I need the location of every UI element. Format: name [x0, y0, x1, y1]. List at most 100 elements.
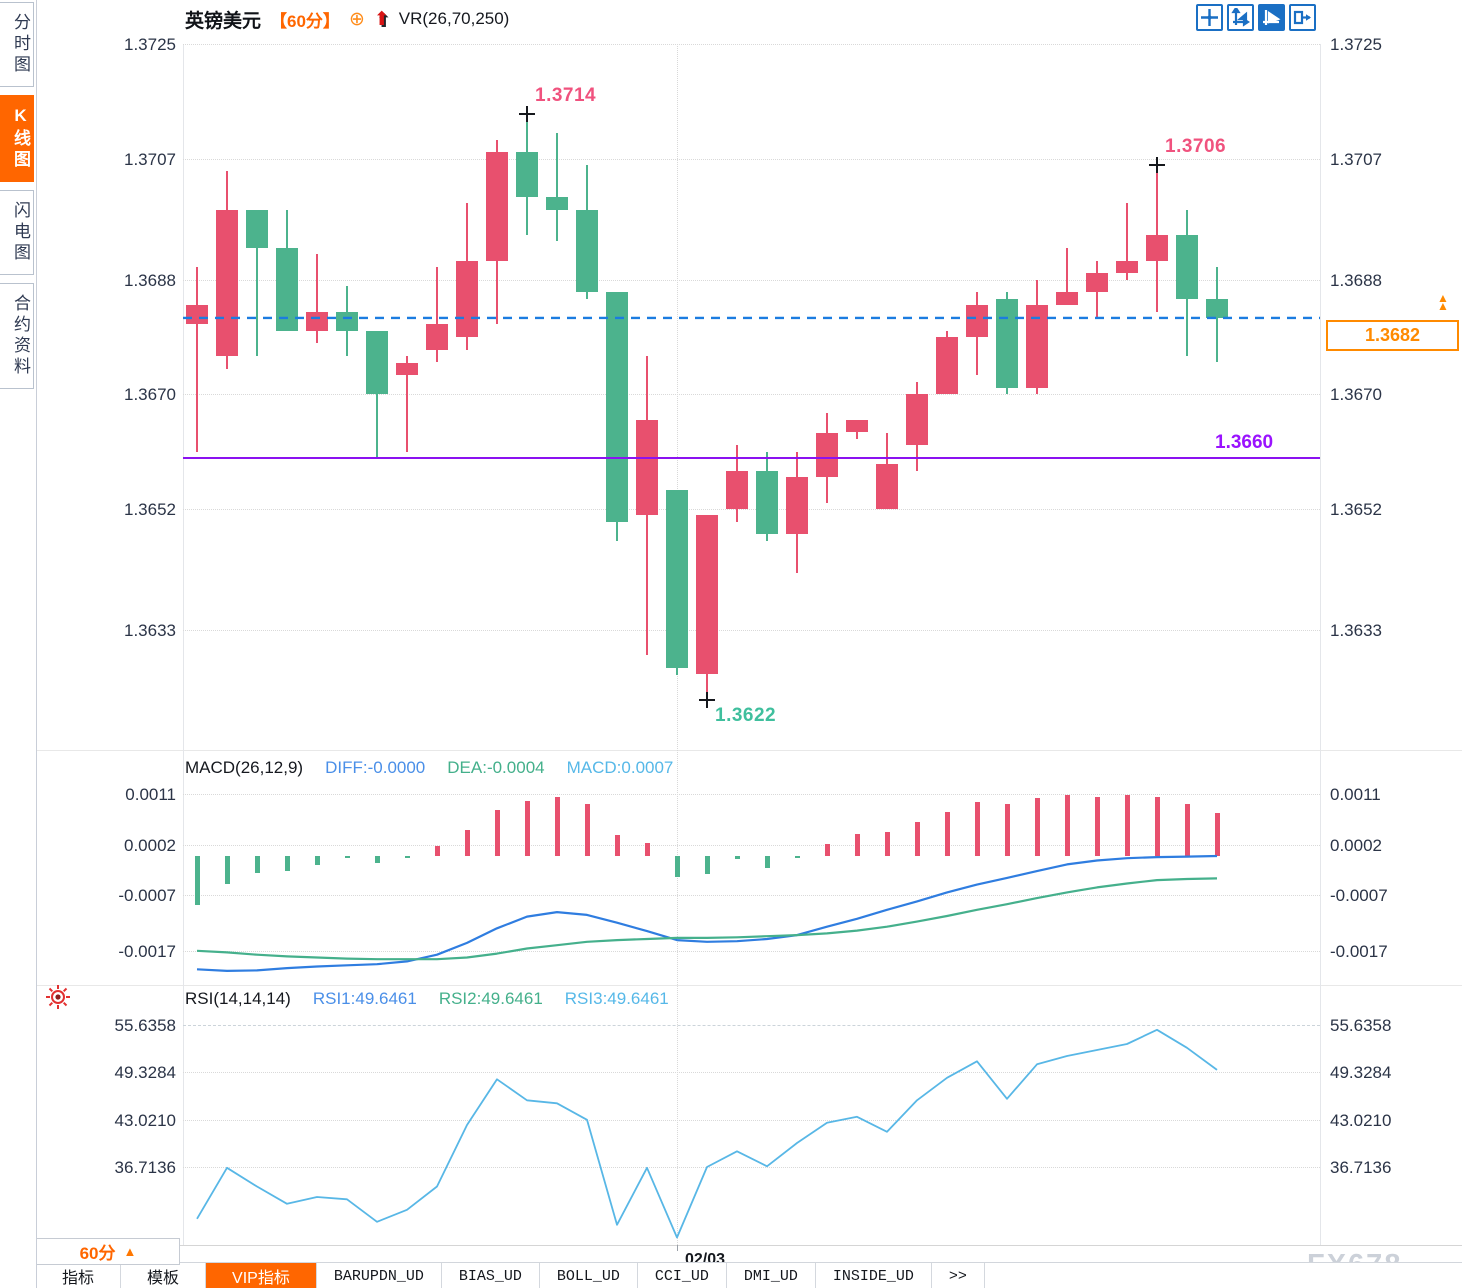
chart-toolbar: [1196, 4, 1316, 31]
macd-gridline: [183, 794, 1320, 796]
candle-body: [906, 394, 928, 446]
candle-body: [966, 305, 988, 337]
tab-inside-ud[interactable]: INSIDE_UD: [816, 1263, 932, 1288]
price-gridline: [183, 158, 1320, 160]
axis-tick-label: 43.0210: [114, 1110, 176, 1130]
indicator-settings-gear-icon[interactable]: [45, 984, 71, 1010]
macd-histogram-bar: [615, 835, 620, 856]
chart-type-sidebar: 分时图 K线图 闪电图 合约资料: [0, 0, 37, 1288]
tab-bias-ud[interactable]: BIAS_UD: [442, 1263, 540, 1288]
candle-body: [1176, 235, 1198, 299]
macd-gridline: [183, 895, 1320, 897]
candle-body: [936, 337, 958, 395]
sidebar-item-kline-chart[interactable]: K线图: [0, 95, 34, 182]
axis-tick-label: 55.6358: [114, 1016, 176, 1035]
crosshair-tool-button[interactable]: [1196, 4, 1223, 31]
axis-tick-label: 55.6358: [1330, 1016, 1392, 1035]
macd-title: MACD(26,12,9): [185, 758, 304, 777]
axis-tick-label: 1.3688: [124, 270, 176, 290]
candle-body: [516, 152, 538, 197]
price-gridline: [183, 44, 1320, 45]
axis-tick-label: 1.3707: [124, 149, 176, 169]
candle-body: [846, 419, 868, 433]
sidebar-item-flash-chart[interactable]: 闪电图: [0, 190, 34, 275]
tab-more-chevron[interactable]: >>: [932, 1263, 985, 1288]
sidebar-item-time-chart[interactable]: 分时图: [0, 2, 34, 87]
tab-templates[interactable]: 模板: [121, 1263, 207, 1288]
candle-wick: [376, 330, 378, 458]
candle-body: [366, 330, 388, 395]
axis-tick-label: 36.7136: [114, 1157, 176, 1177]
support-price-label: 1.3660: [1215, 432, 1274, 453]
macd-diff-value: DIFF:-0.0000: [325, 758, 426, 777]
macd-histogram-bar: [585, 803, 590, 856]
symbol-title: 英镑美元: [185, 10, 262, 32]
panel-separator: [36, 750, 1462, 751]
axis-tick-label: 1.3652: [124, 500, 176, 519]
candle-body: [216, 209, 238, 357]
period-quick-selector[interactable]: 60分 ▲: [36, 1238, 180, 1265]
candle-wick: [1066, 247, 1068, 306]
tab-boll-ud[interactable]: BOLL_UD: [540, 1263, 638, 1288]
candle-body: [456, 260, 478, 337]
macd-histogram-bar: [795, 856, 800, 859]
macd-histogram-bar: [1005, 803, 1010, 856]
macd-histogram-bar: [885, 832, 890, 856]
macd-histogram-bar: [675, 856, 680, 877]
macd-histogram-bar: [1215, 813, 1220, 856]
axis-tick-label: 36.7136: [1330, 1157, 1392, 1177]
tab-cci-ud[interactable]: CCI_UD: [638, 1263, 727, 1288]
macd-dea-line: [196, 877, 1218, 961]
indicator-title: VR(26,70,250): [398, 9, 510, 28]
current-price-badge: 1.3682: [1326, 319, 1459, 351]
macd-histogram-bar: [555, 796, 560, 856]
sidebar-item-contract-info[interactable]: 合约资料: [0, 283, 34, 389]
axis-line-right: [1320, 44, 1321, 1245]
indicator-tab-bar: 指标 模板 VIP指标 BARUPDN_UD BIAS_UD BOLL_UD C…: [36, 1262, 1462, 1288]
panel-separator: [178, 1245, 1462, 1246]
tab-indicators[interactable]: 指标: [36, 1263, 122, 1288]
swing-high-label: 1.3706: [1165, 136, 1227, 157]
axis-tick-label: 49.3284: [114, 1063, 176, 1083]
axis-tick-label: 0.0011: [125, 785, 176, 805]
rsi-gridline: [183, 1166, 1320, 1168]
axis-tick-label: 49.3284: [1330, 1063, 1392, 1083]
tab-barupdn-ud[interactable]: BARUPDN_UD: [317, 1263, 442, 1288]
axis-tick-label: 0.0002: [124, 835, 176, 855]
auto-scale-tool-button[interactable]: [1258, 4, 1285, 31]
chart-header: 英镑美元 【60分】 ⊕ ⬆ VR(26,70,250): [185, 5, 509, 33]
macd-histogram-bar: [465, 830, 470, 856]
axis-range-tool-button[interactable]: [1227, 4, 1254, 31]
macd-histogram-bar: [195, 856, 200, 906]
period-selector[interactable]: 【60分】: [270, 11, 340, 31]
macd-histogram-bar: [525, 801, 530, 856]
macd-histogram-bar: [1155, 796, 1160, 856]
tab-vip-indicators[interactable]: VIP指标: [206, 1263, 317, 1288]
rsi-label-row: RSI(14,14,14) RSI1:49.6461 RSI2:49.6461 …: [185, 989, 669, 1009]
candle-body: [816, 432, 838, 478]
macd-histogram-bar: [1125, 795, 1130, 856]
go-to-latest-tool-button[interactable]: [1289, 4, 1316, 31]
axis-tick-label: 43.0210: [1330, 1110, 1392, 1130]
candle-body: [756, 470, 778, 535]
rsi-title: RSI(14,14,14): [185, 989, 291, 1008]
macd-histogram-bar: [1035, 797, 1040, 856]
up-arrow-icon: ⬆: [373, 8, 390, 30]
add-overlay-icon[interactable]: ⊕: [348, 8, 365, 30]
axis-tick-label: -0.0007: [118, 886, 176, 906]
swing-high-label: 1.3714: [535, 85, 597, 107]
macd-histogram-bar: [1065, 795, 1070, 856]
macd-histogram-bar: [1095, 796, 1100, 856]
macd-histogram-bar: [735, 856, 740, 860]
tab-dmi-ud[interactable]: DMI_UD: [727, 1263, 816, 1288]
macd-histogram-bar: [435, 845, 440, 856]
candle-body: [576, 209, 598, 293]
price-gridline: [183, 509, 1320, 510]
macd-histogram-bar: [315, 856, 320, 865]
date-tick: [677, 1245, 678, 1251]
candle-body: [1146, 235, 1168, 261]
cross-marker: [699, 692, 715, 709]
price-gridline: [183, 630, 1320, 631]
